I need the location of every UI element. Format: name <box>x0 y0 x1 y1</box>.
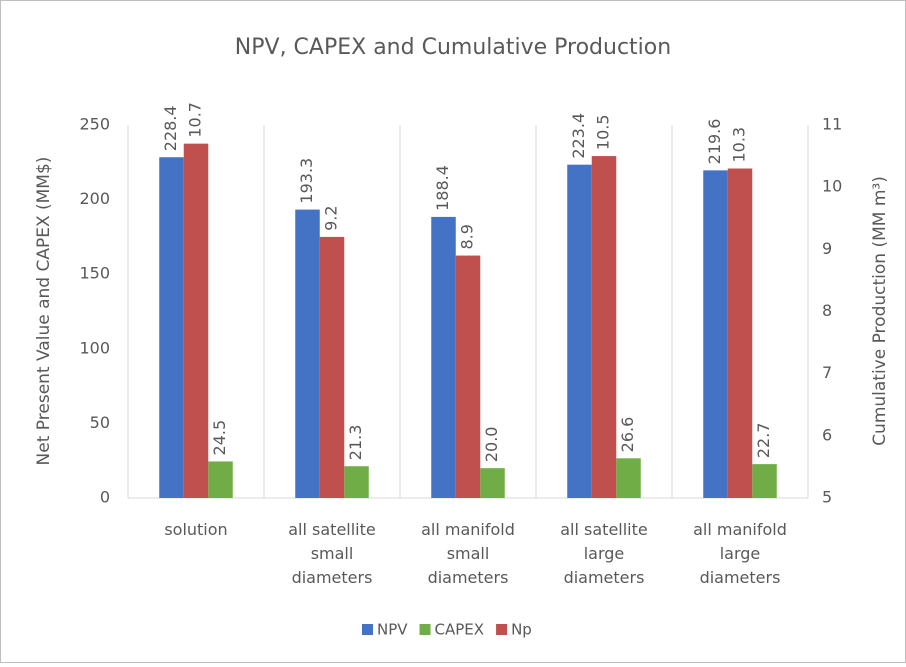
bar <box>703 170 728 498</box>
data-label: 26.6 <box>618 417 637 453</box>
bar <box>159 157 184 498</box>
y2-tick-label: 5 <box>822 488 832 507</box>
bar <box>431 216 456 498</box>
legend-swatch <box>496 624 508 635</box>
bar <box>727 168 753 498</box>
data-label: 219.6 <box>705 119 724 165</box>
x-tick-label: all manifold small diameters <box>421 520 515 587</box>
legend-swatch <box>362 624 373 635</box>
data-label: 20.0 <box>482 427 501 463</box>
y2-tick-label: 6 <box>822 425 832 444</box>
y-tick-label: 50 <box>90 413 110 432</box>
data-label: 8.9 <box>458 224 477 249</box>
data-label: 223.4 <box>569 113 588 159</box>
y-tick-label: 100 <box>79 338 110 357</box>
chart-title: NPV, CAPEX and Cumulative Production <box>235 35 671 60</box>
y2-tick-label: 10 <box>822 177 842 196</box>
data-label: 228.4 <box>161 105 180 151</box>
bar <box>183 143 209 498</box>
data-label: 24.5 <box>210 420 229 456</box>
y-tick-label: 150 <box>79 264 110 283</box>
bar <box>567 164 592 498</box>
data-label: 188.4 <box>433 165 452 211</box>
y2-tick-label: 8 <box>822 301 832 320</box>
x-tick-label: all manifold large diameters <box>693 520 787 587</box>
y-tick-label: 250 <box>79 115 110 134</box>
legend-label: NPV <box>377 621 408 639</box>
y2-tick-label: 7 <box>822 363 832 382</box>
bar <box>295 209 320 498</box>
y2-tick-label: 9 <box>822 239 832 258</box>
data-label: 193.3 <box>297 158 316 204</box>
bar <box>480 468 505 498</box>
legend-label: CAPEX <box>435 621 485 639</box>
legend-label: Np <box>511 621 532 639</box>
x-tick-label: all satellite small diameters <box>288 520 376 587</box>
bar <box>616 458 641 498</box>
y-tick-label: 0 <box>100 488 110 507</box>
y-tick-label: 200 <box>79 189 110 208</box>
data-label: 10.5 <box>594 114 613 150</box>
x-tick-label: all satellite large diameters <box>560 520 648 587</box>
bar <box>591 156 617 499</box>
x-tick-label: solution <box>164 520 227 539</box>
bar <box>208 461 233 498</box>
legend-swatch <box>419 624 431 635</box>
data-label: 10.3 <box>730 127 749 163</box>
data-label: 21.3 <box>346 425 365 461</box>
data-label: 10.7 <box>186 102 205 138</box>
y2-tick-label: 11 <box>822 115 842 134</box>
data-label: 9.2 <box>322 205 341 230</box>
bar <box>319 236 345 498</box>
y-axis-title: Net Present Value and CAPEX (MM$) <box>34 157 54 466</box>
bar <box>752 464 777 498</box>
bar <box>344 466 369 498</box>
bar <box>455 255 481 498</box>
y2-axis-title: Cumulative Production (MM m³) <box>870 176 890 446</box>
data-label: 22.7 <box>754 423 773 459</box>
